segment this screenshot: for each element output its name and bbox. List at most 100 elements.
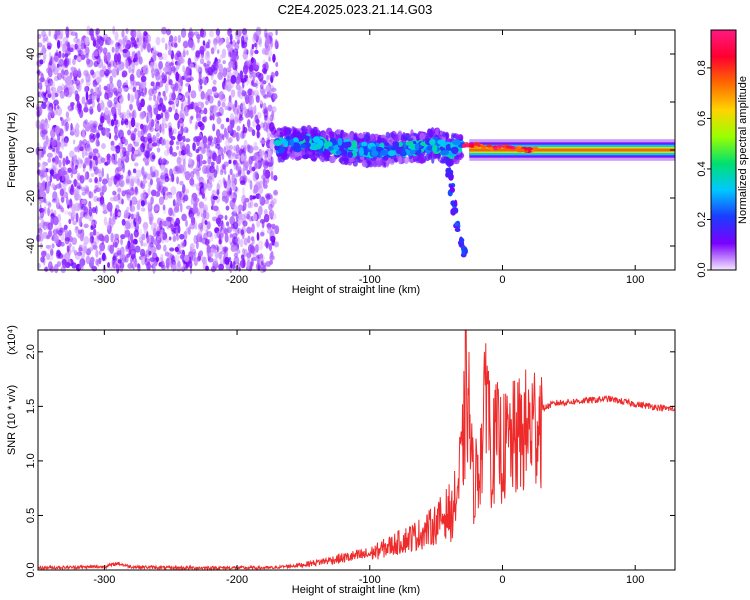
- noise-speckle: [121, 198, 124, 205]
- noise-speckle: [221, 229, 225, 240]
- noise-speckle: [253, 104, 257, 115]
- noise-speckle: [72, 58, 76, 66]
- noise-speckle: [252, 35, 257, 43]
- band-blob: [323, 141, 330, 150]
- noise-speckle: [249, 164, 253, 174]
- noise-speckle: [166, 220, 171, 227]
- noise-speckle: [42, 37, 46, 43]
- noise-speckle: [114, 241, 118, 248]
- y-tick-label: 20: [25, 96, 37, 108]
- x-tick-label: -300: [93, 574, 115, 586]
- noise-speckle: [237, 204, 244, 211]
- noise-speckle: [209, 115, 213, 121]
- noise-speckle: [102, 65, 107, 72]
- noise-speckle: [182, 196, 186, 204]
- noise-speckle: [220, 123, 225, 130]
- noise-speckle: [97, 58, 104, 69]
- noise-speckle: [72, 220, 77, 226]
- snr-scale-label: (x10⁴): [6, 325, 18, 355]
- noise-speckle: [271, 106, 277, 113]
- noise-speckle: [57, 229, 63, 236]
- noise-speckle: [69, 160, 75, 168]
- noise-speckle: [140, 75, 147, 83]
- noise-speckle: [266, 228, 273, 234]
- noise-speckle: [97, 181, 102, 192]
- band-blob: [347, 151, 353, 158]
- noise-speckle: [245, 36, 249, 41]
- noise-speckle: [78, 219, 82, 227]
- noise-speckle: [140, 98, 145, 108]
- noise-speckle: [264, 114, 268, 121]
- noise-speckle: [191, 251, 197, 257]
- noise-speckle: [153, 94, 157, 102]
- noise-speckle: [64, 57, 70, 67]
- noise-speckle: [133, 175, 140, 184]
- noise-speckle: [70, 31, 77, 37]
- noise-speckle: [149, 242, 154, 248]
- noise-speckle: [67, 204, 70, 209]
- noise-speckle: [184, 111, 189, 117]
- noise-speckle: [106, 83, 111, 93]
- noise-speckle: [218, 251, 222, 260]
- noise-speckle: [94, 176, 98, 184]
- noise-speckle: [187, 226, 191, 236]
- noise-speckle: [133, 30, 137, 38]
- noise-speckle: [47, 244, 54, 252]
- colorbar-frame: [710, 29, 737, 271]
- noise-speckle: [67, 41, 71, 52]
- noise-speckle: [160, 122, 165, 133]
- noise-speckle: [89, 231, 94, 238]
- noise-speckle: [129, 222, 135, 229]
- noise-speckle: [176, 234, 179, 242]
- noise-speckle: [58, 252, 64, 259]
- noise-speckle: [51, 147, 55, 152]
- noise-speckle: [74, 251, 81, 261]
- noise-speckle: [149, 178, 153, 186]
- noise-speckle: [173, 42, 178, 48]
- band-halo: [418, 156, 425, 164]
- noise-speckle: [173, 166, 178, 175]
- noise-speckle: [242, 257, 246, 268]
- noise-speckle: [272, 93, 278, 100]
- tail-speckle: [454, 199, 458, 207]
- noise-speckle: [271, 223, 276, 230]
- noise-speckle: [99, 186, 105, 196]
- noise-speckle: [132, 57, 136, 63]
- noise-speckle: [228, 136, 233, 144]
- noise-speckle: [39, 210, 45, 219]
- noise-speckle: [143, 136, 149, 143]
- noise-speckle: [55, 29, 61, 36]
- noise-speckle: [40, 256, 45, 263]
- noise-speckle: [120, 181, 123, 187]
- tone-peak: [496, 144, 504, 148]
- band-halo: [441, 158, 446, 164]
- noise-speckle: [147, 202, 152, 210]
- noise-speckle: [168, 100, 175, 105]
- noise-speckle: [125, 27, 129, 35]
- noise-speckle: [127, 92, 130, 102]
- noise-speckle: [51, 137, 58, 147]
- noise-speckle: [147, 207, 152, 217]
- noise-speckle: [89, 106, 94, 115]
- noise-speckle: [92, 91, 98, 97]
- noise-speckle: [239, 180, 246, 186]
- noise-speckle: [42, 164, 47, 172]
- noise-speckle: [85, 255, 91, 265]
- noise-speckle: [56, 72, 62, 81]
- noise-speckle: [267, 115, 273, 121]
- noise-speckle: [229, 168, 233, 176]
- noise-speckle: [138, 32, 144, 38]
- noise-speckle: [210, 161, 215, 167]
- noise-speckle: [241, 103, 246, 111]
- y-tick-label: 1.5: [25, 399, 37, 414]
- noise-speckle: [248, 109, 255, 119]
- noise-speckle: [106, 69, 112, 74]
- noise-speckle: [274, 70, 279, 77]
- noise-speckle: [202, 40, 206, 46]
- noise-speckle: [189, 63, 194, 68]
- noise-speckle: [170, 65, 176, 74]
- noise-speckle: [251, 72, 258, 78]
- noise-speckle: [137, 263, 140, 269]
- noise-speckle: [186, 49, 189, 56]
- noise-speckle: [168, 127, 174, 136]
